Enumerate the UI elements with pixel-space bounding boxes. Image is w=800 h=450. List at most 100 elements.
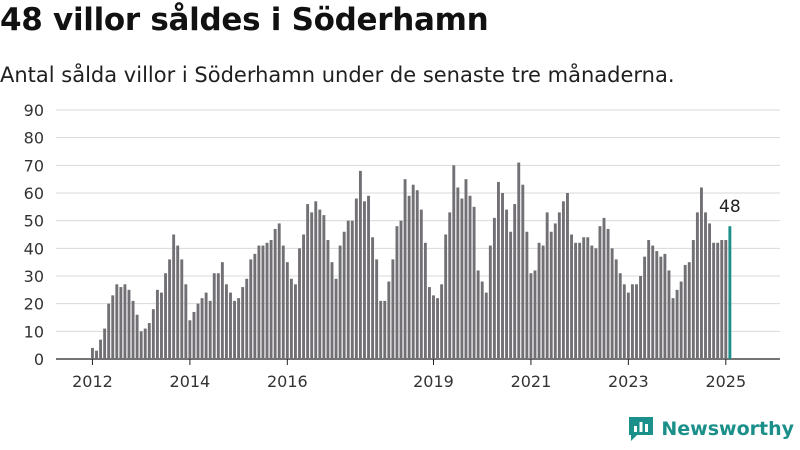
bar (488, 245, 492, 359)
bar (330, 262, 334, 359)
x-tick-label: 2012 (72, 372, 113, 391)
bar (456, 187, 460, 359)
bar (245, 278, 249, 359)
bar (176, 245, 180, 359)
bar (671, 298, 675, 359)
bar (277, 223, 281, 359)
bar (659, 256, 663, 359)
bar (164, 273, 167, 359)
bar (509, 231, 513, 359)
bar (533, 270, 537, 359)
bar (273, 228, 277, 359)
bar (614, 259, 618, 359)
bar (460, 198, 464, 359)
bar (208, 300, 212, 359)
bar (200, 298, 204, 359)
bar (452, 165, 456, 359)
bar (407, 195, 411, 359)
bar (626, 292, 630, 359)
bar (314, 201, 318, 359)
bar (517, 162, 521, 359)
bar (387, 281, 391, 359)
bar (241, 287, 245, 359)
bar (375, 259, 379, 359)
bar (212, 273, 216, 359)
bar (521, 184, 525, 359)
bar (610, 248, 614, 359)
bar (399, 220, 403, 359)
bar (716, 242, 720, 359)
bar (695, 212, 699, 359)
bar (643, 256, 647, 359)
bar (541, 245, 545, 359)
bar (687, 262, 691, 359)
bar (281, 245, 285, 359)
newsworthy-icon (629, 417, 654, 441)
bar (91, 347, 94, 359)
bar (204, 292, 208, 359)
y-tick-label: 10 (24, 322, 44, 341)
bar (237, 298, 241, 359)
bar (229, 292, 232, 359)
bar (724, 240, 728, 359)
bar (468, 195, 472, 359)
bar (119, 287, 123, 359)
bar (265, 242, 269, 359)
bar (423, 242, 427, 359)
chart-subtitle: Antal sålda villor i Söderhamn under de … (0, 63, 675, 87)
bar (602, 217, 606, 359)
bar (310, 212, 314, 359)
bar (233, 300, 236, 359)
bar (115, 284, 119, 359)
bar (594, 248, 598, 359)
bar (590, 245, 594, 359)
bar (639, 276, 642, 359)
bar (338, 245, 342, 359)
bar (269, 240, 273, 359)
y-tick-label: 80 (24, 129, 44, 148)
data-label: 48 (719, 197, 741, 217)
bar (107, 303, 111, 359)
bar (371, 237, 375, 359)
bar (184, 284, 188, 359)
bar (135, 314, 139, 359)
bar (712, 242, 716, 359)
bar (525, 231, 529, 359)
brand-logo: Newsworthy (627, 414, 794, 444)
bar (464, 179, 468, 359)
x-tick-label: 2025 (705, 372, 746, 391)
bar (131, 300, 135, 359)
x-tick-label: 2016 (267, 372, 308, 391)
bar (95, 350, 98, 359)
bar (168, 259, 172, 359)
bar (505, 209, 509, 359)
bar (318, 209, 322, 359)
bar (326, 240, 330, 359)
bar (497, 181, 500, 359)
bar (322, 215, 326, 359)
bar (419, 209, 423, 359)
bar (302, 234, 306, 359)
bar (261, 245, 265, 359)
bar (391, 259, 395, 359)
bar (188, 320, 192, 359)
bar (484, 292, 488, 359)
bar (683, 264, 687, 359)
bar (720, 240, 724, 359)
bar (192, 311, 196, 359)
bar (285, 262, 289, 359)
bar (647, 240, 651, 359)
bar (346, 220, 350, 359)
bar (216, 273, 220, 359)
bar (492, 217, 496, 359)
bar (224, 284, 228, 359)
bar (667, 270, 671, 359)
bar (529, 273, 533, 359)
bar (440, 284, 444, 359)
bar (545, 212, 549, 359)
bar (480, 281, 484, 359)
y-tick-label: 70 (24, 156, 44, 175)
bar (537, 242, 541, 359)
bar (651, 245, 655, 359)
bar (476, 270, 480, 359)
